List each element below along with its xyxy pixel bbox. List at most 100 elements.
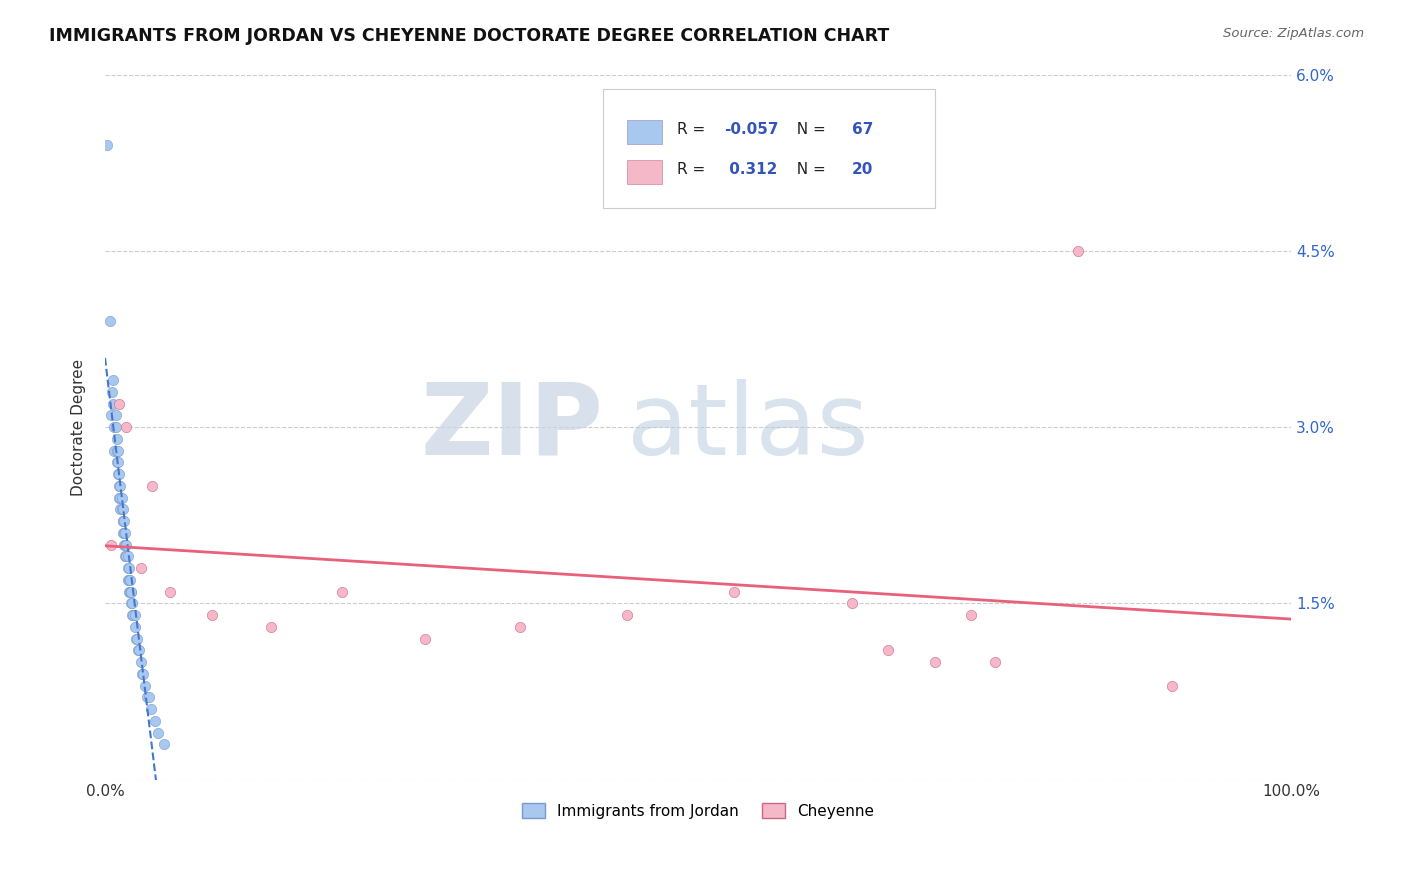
- Text: Source: ZipAtlas.com: Source: ZipAtlas.com: [1223, 27, 1364, 40]
- Point: [108, 396, 131, 410]
- Point: [105, 443, 128, 458]
- Point: [104, 409, 127, 423]
- Point: [127, 643, 149, 657]
- Point: [103, 443, 125, 458]
- Point: [110, 491, 132, 505]
- Point: [107, 467, 129, 481]
- Point: [104, 420, 127, 434]
- Point: [107, 455, 129, 469]
- Point: [159, 584, 181, 599]
- Point: [124, 620, 146, 634]
- Point: [112, 538, 135, 552]
- Point: [114, 538, 136, 552]
- Point: [141, 702, 163, 716]
- Point: [959, 608, 981, 623]
- Point: [125, 632, 148, 646]
- Point: [115, 538, 138, 552]
- Point: [111, 514, 134, 528]
- Text: 67: 67: [852, 122, 873, 137]
- Point: [125, 632, 148, 646]
- Point: [98, 314, 121, 328]
- Point: [983, 655, 1005, 669]
- Point: [105, 455, 128, 469]
- Text: R =: R =: [676, 122, 710, 137]
- Point: [111, 514, 134, 528]
- Point: [108, 491, 131, 505]
- Point: [112, 525, 135, 540]
- Point: [111, 502, 134, 516]
- Point: [103, 420, 125, 434]
- Point: [110, 479, 132, 493]
- Point: [100, 409, 122, 423]
- Point: [120, 584, 142, 599]
- Point: [114, 549, 136, 564]
- Point: [723, 584, 745, 599]
- Point: [260, 620, 283, 634]
- Point: [128, 643, 150, 657]
- Point: [153, 737, 176, 751]
- Text: -0.057: -0.057: [724, 122, 779, 137]
- Point: [118, 573, 141, 587]
- Point: [122, 608, 145, 623]
- Point: [118, 573, 141, 587]
- Point: [148, 725, 170, 739]
- Point: [121, 608, 143, 623]
- Point: [1066, 244, 1088, 258]
- Point: [121, 596, 143, 610]
- Point: [413, 632, 436, 646]
- Point: [117, 549, 139, 564]
- FancyBboxPatch shape: [627, 160, 662, 184]
- Point: [1161, 679, 1184, 693]
- Point: [115, 549, 138, 564]
- Point: [143, 714, 166, 728]
- Point: [129, 655, 152, 669]
- Point: [509, 620, 531, 634]
- Point: [100, 538, 122, 552]
- Point: [841, 596, 863, 610]
- Point: [132, 666, 155, 681]
- Point: [876, 643, 898, 657]
- Point: [118, 584, 141, 599]
- Text: R =: R =: [676, 162, 710, 178]
- Point: [924, 655, 946, 669]
- Point: [107, 443, 129, 458]
- Y-axis label: Doctorate Degree: Doctorate Degree: [72, 359, 86, 496]
- Text: ZIP: ZIP: [420, 378, 603, 475]
- Legend: Immigrants from Jordan, Cheyenne: Immigrants from Jordan, Cheyenne: [516, 797, 880, 825]
- Point: [129, 561, 152, 575]
- Point: [96, 138, 118, 153]
- FancyBboxPatch shape: [603, 88, 935, 209]
- Point: [110, 502, 132, 516]
- Point: [108, 479, 131, 493]
- Point: [117, 561, 139, 575]
- Point: [101, 384, 124, 399]
- Point: [108, 467, 131, 481]
- Text: N =: N =: [787, 162, 831, 178]
- Text: 0.312: 0.312: [724, 162, 778, 178]
- Point: [131, 666, 153, 681]
- Point: [134, 679, 156, 693]
- Point: [111, 525, 134, 540]
- Point: [105, 432, 128, 446]
- Point: [201, 608, 224, 623]
- Point: [135, 690, 157, 705]
- Point: [115, 549, 138, 564]
- Point: [115, 420, 138, 434]
- Point: [138, 690, 160, 705]
- Point: [330, 584, 353, 599]
- Text: atlas: atlas: [627, 378, 869, 475]
- Text: N =: N =: [787, 122, 831, 137]
- Point: [110, 491, 132, 505]
- Point: [141, 479, 163, 493]
- Point: [103, 373, 125, 387]
- Point: [120, 596, 142, 610]
- FancyBboxPatch shape: [627, 120, 662, 144]
- Point: [117, 573, 139, 587]
- Point: [616, 608, 638, 623]
- Point: [114, 525, 136, 540]
- Point: [112, 514, 135, 528]
- Point: [118, 584, 141, 599]
- Point: [103, 396, 125, 410]
- Point: [110, 502, 132, 516]
- Point: [118, 561, 141, 575]
